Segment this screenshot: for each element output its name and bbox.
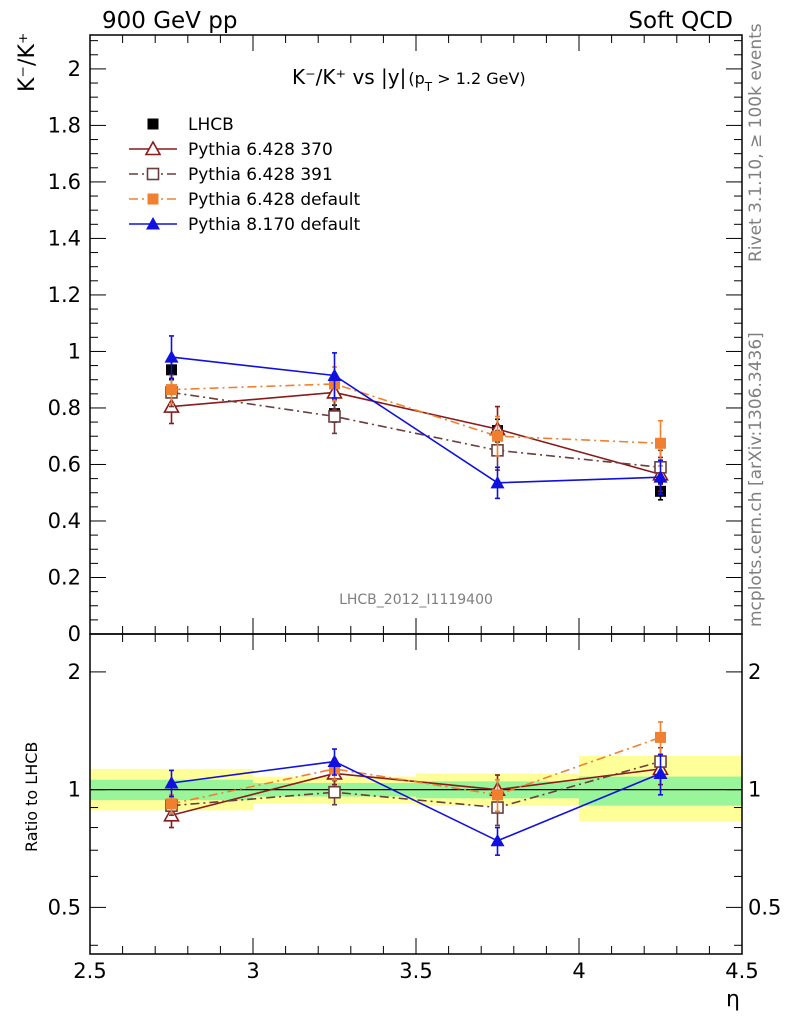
- plot-title-sub-index: T: [424, 80, 433, 94]
- y-tick-label-right: 0.5: [748, 895, 781, 919]
- series-line: [171, 356, 661, 484]
- y-tick-label: 0.8: [48, 396, 81, 420]
- x-tick-label: 4: [572, 959, 585, 983]
- y-tick-label: 1: [68, 778, 81, 802]
- header-right: Soft QCD: [628, 8, 733, 34]
- legend-marker: [144, 140, 162, 156]
- data-point: [492, 789, 503, 801]
- data-point: [327, 368, 342, 381]
- series-pythia-6-428-default: [166, 366, 666, 467]
- y-axis-label: K⁻/K⁺: [15, 33, 40, 93]
- y-tick-label: 1: [68, 339, 81, 363]
- analysis-label: LHCB_2012_I1119400: [339, 592, 493, 608]
- plot-title-sub: (p: [408, 69, 424, 88]
- y-tick-label: 1.2: [48, 283, 81, 307]
- series-pythia-6-428-391: [165, 377, 667, 486]
- legend-entry-pythia-8-170-default: Pythia 8.170 default: [129, 215, 361, 235]
- legend: LHCB Pythia 6.428 370 Pythia 6.428 391 Pyth…: [129, 115, 361, 235]
- series-line: [171, 736, 661, 805]
- y-tick-label: 0: [68, 622, 81, 646]
- legend-entry-lhcb: LHCB: [147, 115, 234, 135]
- y-tick-label: 0.6: [48, 452, 81, 476]
- legend-label: Pythia 6.428 370: [188, 140, 333, 160]
- plot-title-main: K⁻/K⁺ vs |y|: [292, 65, 406, 89]
- legend-label: Pythia 6.428 391: [188, 165, 333, 185]
- legend-marker: [147, 118, 159, 130]
- data-point: [328, 410, 341, 423]
- data-point: [653, 470, 668, 483]
- data-point: [653, 766, 668, 779]
- plot-title-sub-tail: > 1.2 GeV): [432, 69, 526, 88]
- y-tick-label: 2: [68, 57, 81, 81]
- rivet-label: Rivet 3.1.10, ≥ 100k events: [746, 23, 766, 262]
- series-line: [171, 391, 661, 469]
- data-point: [490, 833, 505, 847]
- legend-marker: [146, 217, 160, 230]
- y-tick-label: 0.5: [48, 895, 81, 919]
- series-line: [171, 760, 661, 842]
- x-tick-label: 2.5: [73, 959, 106, 983]
- data-point: [166, 384, 177, 396]
- data-point: [655, 437, 666, 449]
- legend-entry-pythia-6-428-391: Pythia 6.428 391: [129, 165, 333, 185]
- ratio-y-axis-label: Ratio to LHCB: [22, 742, 41, 852]
- legend-label: Pythia 6.428 default: [188, 190, 361, 210]
- data-point: [328, 785, 341, 799]
- x-tick-label: 4.5: [725, 959, 758, 983]
- legend-marker: [146, 167, 160, 181]
- series-pythia-8-170-default: [164, 335, 668, 500]
- series-line: [171, 760, 661, 809]
- y-tick-label: 0.4: [48, 509, 81, 533]
- legend-entry-pythia-6-428-370: Pythia 6.428 370: [129, 140, 333, 160]
- ratio-series-pythia-8-170-default: [164, 748, 668, 856]
- y-tick-label: 0.2: [48, 565, 81, 589]
- y-tick-label-right: 2: [748, 660, 761, 684]
- data-point: [164, 775, 179, 789]
- data-point: [655, 731, 666, 743]
- plot-title: K⁻/K⁺ vs |y| (pT > 1.2 GeV): [292, 65, 526, 94]
- legend-entry-pythia-6-428-default: Pythia 6.428 default: [129, 190, 361, 210]
- x-tick-label: 3.5: [399, 959, 432, 983]
- data-point: [492, 430, 503, 442]
- header-left: 900 GeV pp: [102, 8, 237, 34]
- data-point: [166, 798, 177, 810]
- ratio-plot-panel: 2.5 3 3.5 4 4.5 0.5 0.5 1 1 2 2 Ratio to LHCB η: [22, 633, 781, 1012]
- series-line: [171, 383, 661, 445]
- data-point: [490, 475, 505, 489]
- data-point: [327, 754, 342, 768]
- y-tick-label-right: 1: [748, 778, 761, 802]
- mcplots-label: mcplots.cern.ch [arXiv:1306.3436]: [746, 332, 766, 627]
- legend-label: Pythia 8.170 default: [188, 215, 361, 235]
- x-tick-label: 3: [246, 959, 259, 983]
- main-plot-panel: 0 0.2 0.4 0.6 0.8 1 1.2 1.4 1.6 1.8 2 K⁻/K⁺ K⁻/K⁺ …: [15, 33, 743, 646]
- legend-label: LHCB: [188, 115, 234, 135]
- y-tick-label: 1.4: [48, 226, 81, 250]
- y-tick-label: 2: [68, 660, 81, 684]
- data-point: [164, 350, 179, 363]
- x-axis-label: η: [726, 987, 740, 1012]
- y-tick-label: 1.6: [48, 170, 81, 194]
- y-tick-label: 1.8: [48, 113, 81, 137]
- legend-marker: [147, 193, 159, 205]
